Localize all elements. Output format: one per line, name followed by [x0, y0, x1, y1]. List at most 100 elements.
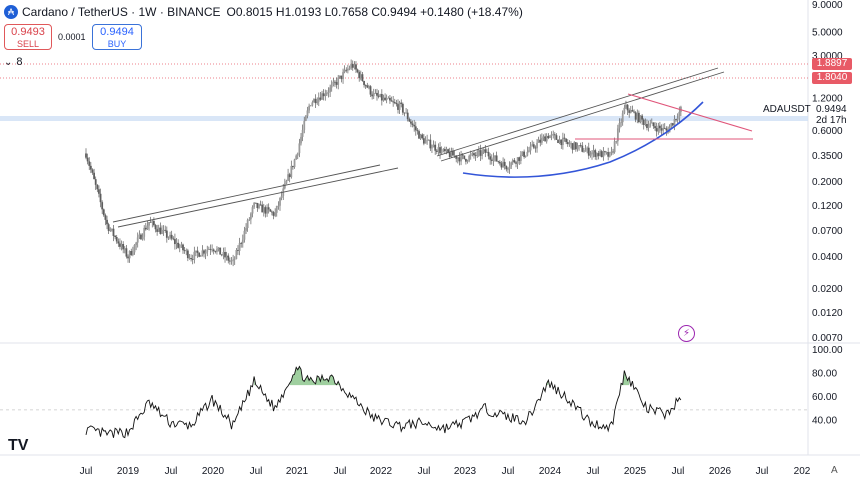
time-tick-label-14: Jul [672, 466, 685, 477]
candle-body [422, 138, 425, 144]
rsi-tick-label-1: 80.00 [812, 368, 837, 379]
candle-body [269, 209, 272, 212]
candle-body [356, 69, 359, 73]
candle-body [413, 124, 416, 127]
candle-body [473, 153, 475, 156]
candle-body [405, 112, 407, 114]
candle-body [306, 110, 309, 116]
candle-body [175, 242, 178, 245]
indicators-toggle[interactable]: ⌄ 8 [4, 56, 23, 68]
candle-body [127, 256, 129, 259]
candle-body [557, 139, 559, 143]
time-tick-label-7: 2022 [370, 466, 393, 477]
candle-body [427, 139, 430, 141]
price-tick-label-11: 0.0120 [812, 308, 843, 319]
candle-body [641, 115, 644, 120]
candle-body [500, 163, 503, 168]
candle-body [429, 139, 432, 149]
lightning-icon[interactable]: ⚡ [678, 325, 695, 342]
candle-body [169, 234, 171, 238]
candle-body [662, 127, 665, 131]
rsi-tick-label-3: 40.00 [812, 415, 837, 426]
candle-body [186, 250, 189, 259]
candle-body [300, 136, 302, 144]
time-tick-label-16: Jul [756, 466, 769, 477]
candle-body [497, 161, 500, 163]
candle-body [455, 155, 458, 159]
candle-body [393, 102, 396, 103]
trend-line-2a [436, 67, 719, 157]
candle-body [558, 139, 561, 143]
candle-body [401, 103, 404, 113]
candle-body [355, 64, 357, 70]
candle-body [390, 100, 393, 102]
symbol-title[interactable]: Cardano / TetherUS · 1W · BINANCE [22, 5, 221, 19]
candle-body [207, 248, 210, 250]
candle-body [262, 207, 265, 213]
sell-price: 0.9493 [11, 26, 45, 38]
candle-body [605, 152, 608, 153]
candle-body [148, 221, 150, 226]
candle-body [256, 203, 259, 209]
candle-body [634, 112, 637, 120]
tradingview-logo: TV [8, 437, 29, 454]
candle-body [523, 151, 526, 157]
candle-body [102, 209, 105, 216]
time-tick-label-0: Jul [80, 466, 93, 477]
candle-body [253, 202, 256, 208]
current-price-band [0, 116, 808, 121]
candle-body [128, 251, 131, 259]
candle-body [471, 153, 474, 155]
candle-body [141, 236, 144, 240]
candle-body [397, 104, 399, 110]
sell-button[interactable]: 0.9493 SELL [4, 24, 52, 50]
candle-body [498, 161, 501, 164]
candle-body [361, 74, 364, 81]
candle-body [490, 159, 493, 161]
candle-body [165, 230, 168, 238]
candle-body [298, 143, 301, 154]
auto-scale-button[interactable]: A [831, 465, 838, 476]
candle-body [410, 121, 412, 124]
ohlc-readout: O0.8015 H1.0193 L0.7658 C0.9494 +0.1480 … [227, 5, 523, 19]
candle-body [387, 97, 390, 99]
candle-body [553, 134, 556, 136]
candle-body [591, 152, 593, 155]
candle-body [327, 92, 330, 93]
candle-body [193, 251, 196, 260]
chevron-down-icon: ⌄ [4, 56, 13, 68]
candle-body [275, 206, 278, 213]
candle-body [502, 161, 504, 168]
price-tick-label-3: 1.2000 [812, 94, 843, 105]
candle-body [389, 97, 391, 101]
candle-body [156, 229, 159, 232]
candle-body [319, 97, 322, 100]
candle-body [620, 122, 623, 124]
candle-body [521, 151, 524, 155]
candle-body [453, 155, 456, 157]
candle-body [143, 227, 146, 237]
time-tick-label-6: Jul [334, 466, 347, 477]
price-tick-label-9: 0.0400 [812, 252, 843, 263]
candle-body [272, 212, 275, 216]
buy-button[interactable]: 0.9494 BUY [92, 24, 142, 50]
candle-body [579, 145, 582, 146]
candle-body [140, 234, 142, 240]
candle-body [594, 150, 597, 157]
candle-body [592, 150, 595, 153]
candle-body [649, 123, 652, 126]
close-value: C0.9494 [371, 5, 417, 19]
candle-body [549, 135, 551, 139]
candle-body [314, 98, 317, 104]
candle-body [447, 149, 450, 153]
candle-body [332, 81, 335, 85]
candle-body [665, 128, 668, 131]
candle-body [655, 128, 658, 132]
time-tick-label-5: 2021 [286, 466, 309, 477]
candle-body [120, 244, 123, 247]
candle-body [304, 115, 307, 121]
candle-body [621, 113, 624, 123]
candle-body [426, 139, 429, 141]
candle-body [545, 135, 548, 142]
